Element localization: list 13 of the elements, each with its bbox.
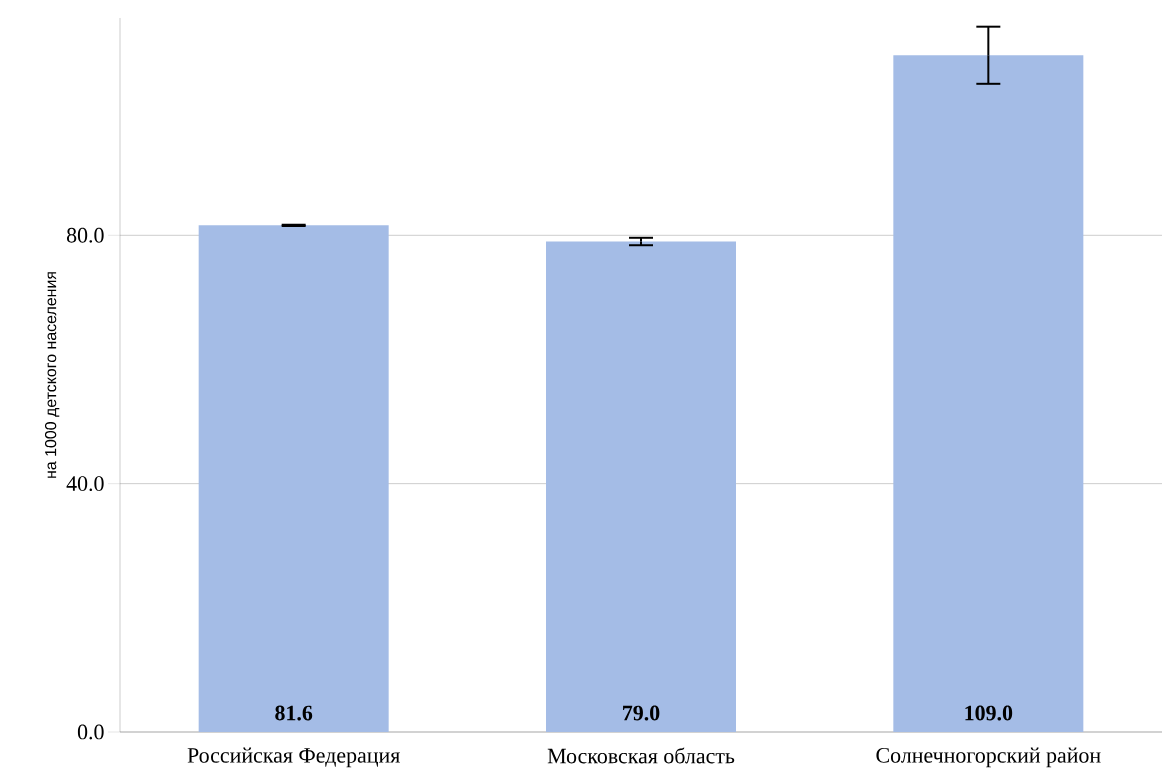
bar xyxy=(198,225,389,732)
data-label: 81.6 xyxy=(275,705,313,721)
y-tick-label: 80.0 xyxy=(66,227,104,243)
x-tick-label: Солнечногорский район xyxy=(876,747,1101,768)
y-axis-title: на 1000 детского населения xyxy=(44,272,60,478)
bar xyxy=(893,55,1084,732)
x-tick-label: Московская область xyxy=(547,747,735,764)
x-tick-label: Российская Федерация xyxy=(187,747,400,768)
y-tick-label: 0.0 xyxy=(77,724,104,740)
bar xyxy=(546,241,736,732)
data-label: 79.0 xyxy=(623,705,660,721)
data-label: 109.0 xyxy=(965,705,1013,721)
y-tick-label: 40.0 xyxy=(66,476,104,492)
